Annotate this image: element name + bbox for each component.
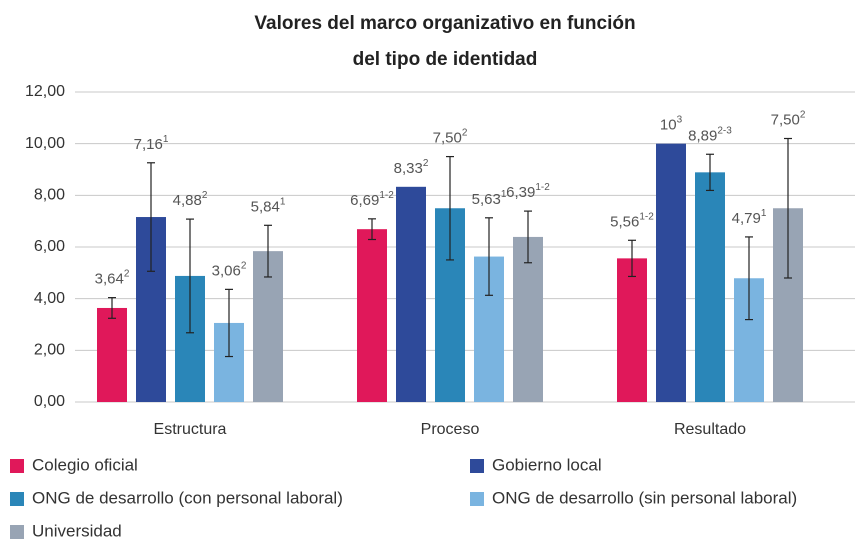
data-label: 7,161: [134, 133, 169, 152]
legend-swatch: [470, 459, 484, 473]
data-label-superscript: 1-2: [379, 189, 394, 200]
data-label-value: 5,56: [610, 213, 639, 230]
legend-swatch: [10, 525, 24, 539]
data-label-superscript: 2: [423, 157, 429, 168]
data-label: 5,841: [251, 196, 286, 215]
data-label-superscript: 2: [124, 268, 130, 279]
error-bar: [784, 137, 792, 279]
data-label-value: 10: [660, 117, 677, 134]
y-tick-label: 6,00: [34, 238, 65, 255]
data-label: 7,502: [433, 127, 468, 146]
data-label-superscript: 2: [462, 127, 468, 138]
data-label-superscript: 1: [280, 196, 286, 207]
error-bar: [524, 210, 532, 264]
data-label: 6,391-2: [506, 182, 550, 201]
bar: [396, 186, 426, 402]
data-label: 8,892-3: [688, 125, 732, 144]
error-bar: [368, 218, 376, 241]
data-label-value: 7,50: [771, 111, 800, 128]
data-label-value: 3,06: [212, 262, 241, 279]
data-label: 4,882: [173, 190, 208, 209]
data-label-superscript: 2: [800, 109, 806, 120]
error-bar: [745, 236, 753, 321]
data-label: 103: [660, 114, 683, 133]
error-bar: [147, 162, 155, 272]
data-label-value: 8,33: [394, 160, 423, 177]
y-tick-label: 2,00: [34, 342, 65, 359]
bar: [97, 307, 127, 402]
data-label-superscript: 3: [677, 114, 683, 125]
error-bar: [446, 155, 454, 261]
chart-title: del tipo de identidad: [353, 49, 538, 70]
data-label-superscript: 1: [761, 208, 767, 219]
legend-label: Gobierno local: [492, 455, 602, 474]
data-label-superscript: 1-2: [639, 211, 654, 222]
x-tick-label: Estructura: [154, 421, 227, 438]
data-label: 3,062: [212, 260, 247, 279]
error-bar: [706, 153, 714, 192]
bar: [617, 258, 647, 402]
x-tick-label: Proceso: [421, 421, 480, 438]
data-label: 4,791: [732, 208, 767, 227]
data-label: 7,502: [771, 109, 806, 128]
error-bar: [108, 297, 116, 319]
data-label: 8,332: [394, 157, 429, 176]
data-label-value: 5,63: [472, 191, 501, 208]
data-label-superscript: 2-3: [717, 125, 732, 136]
data-label-superscript: 1: [163, 133, 169, 144]
legend-label: ONG de desarrollo (con personal laboral): [32, 488, 343, 507]
error-bar: [485, 217, 493, 296]
legend-label: Universidad: [32, 521, 122, 540]
data-label-value: 4,88: [173, 192, 202, 209]
error-bar: [186, 218, 194, 334]
data-label-value: 6,69: [350, 192, 379, 209]
bar: [656, 143, 686, 402]
y-tick-label: 0,00: [34, 393, 65, 410]
y-tick-label: 12,00: [25, 83, 65, 100]
bar: [513, 236, 543, 402]
data-label-superscript: 2: [202, 190, 208, 201]
error-bar: [225, 288, 233, 358]
legend-swatch: [10, 459, 24, 473]
data-label: 3,642: [95, 268, 130, 287]
error-bar: [264, 224, 272, 278]
data-label-superscript: 1-2: [535, 182, 550, 193]
y-tick-label: 10,00: [25, 135, 65, 152]
data-label-value: 3,64: [95, 271, 124, 288]
bar: [357, 229, 387, 402]
y-tick-label: 4,00: [34, 290, 65, 307]
legend-label: ONG de desarrollo (sin personal laboral): [492, 488, 797, 507]
data-label: 5,561-2: [610, 211, 654, 230]
legend-swatch: [470, 492, 484, 506]
legend-label: Colegio oficial: [32, 455, 138, 474]
data-label-value: 5,84: [251, 198, 280, 215]
data-label-superscript: 2: [241, 260, 247, 271]
chart-title: Valores del marco organizativo en funció…: [254, 13, 635, 34]
data-label: 5,631: [472, 188, 507, 207]
data-label-superscript: 1: [501, 188, 507, 199]
bar: [695, 172, 725, 402]
data-label-value: 6,39: [506, 184, 535, 201]
data-label-value: 7,50: [433, 130, 462, 147]
data-label-value: 8,89: [688, 127, 717, 144]
legend-swatch: [10, 492, 24, 506]
data-label-value: 7,16: [134, 136, 163, 153]
data-label-value: 4,79: [732, 210, 761, 227]
x-tick-label: Resultado: [674, 421, 746, 438]
error-bar: [628, 239, 636, 278]
y-tick-label: 8,00: [34, 187, 65, 204]
data-label: 6,691-2: [350, 189, 394, 208]
